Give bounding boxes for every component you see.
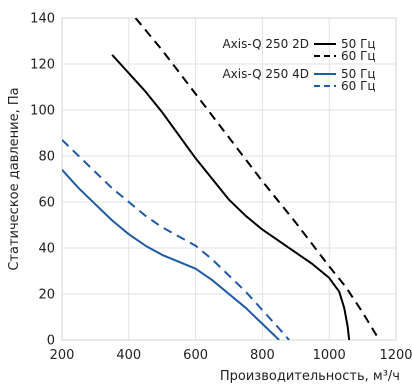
legend-label-4d-50hz: 50 Гц — [341, 67, 376, 81]
series-line-3 — [62, 139, 290, 340]
y-tick-label: 100 — [30, 104, 55, 119]
y-tick-label: 140 — [30, 12, 55, 27]
series-line-0 — [111, 54, 351, 340]
legend: Axis-Q 250 2D 50 Гц 60 Гц Axis-Q 250 4D … — [222, 37, 375, 93]
x-tick-label: 800 — [250, 348, 275, 363]
legend-swatches — [314, 43, 336, 87]
y-tick-label: 0 — [47, 334, 55, 349]
y-tick-label: 40 — [38, 242, 55, 257]
legend-model-axis-q-250-4d: Axis-Q 250 4D — [222, 67, 309, 81]
legend-model-axis-q-250-2d: Axis-Q 250 2D — [222, 37, 309, 51]
x-tick-label: 400 — [116, 348, 141, 363]
x-tick-label: 600 — [183, 348, 208, 363]
x-axis-title: Производительность, м³/ч — [220, 369, 400, 384]
legend-label-4d-60hz: 60 Гц — [341, 79, 376, 93]
y-tick-label: 60 — [38, 196, 55, 211]
plot-frame — [61, 17, 397, 341]
series-line-2 — [62, 169, 280, 340]
y-axis-title: Статическое давление, Па — [7, 87, 22, 270]
x-tick-labels: 200 400 600 800 1000 1200 — [50, 348, 412, 363]
legend-label-2d-50hz: 50 Гц — [341, 37, 376, 51]
y-tick-label: 80 — [38, 150, 55, 165]
x-tick-label: 1200 — [379, 348, 412, 363]
y-tick-labels: 0 20 40 60 80 100 120 140 — [30, 12, 55, 349]
legend-label-2d-60hz: 60 Гц — [341, 49, 376, 63]
series-line-1 — [134, 18, 381, 340]
x-tick-label: 1000 — [313, 348, 346, 363]
x-tick-label: 200 — [50, 348, 75, 363]
series-group — [62, 18, 381, 340]
y-tick-label: 120 — [30, 58, 55, 73]
y-tick-label: 20 — [38, 288, 55, 303]
